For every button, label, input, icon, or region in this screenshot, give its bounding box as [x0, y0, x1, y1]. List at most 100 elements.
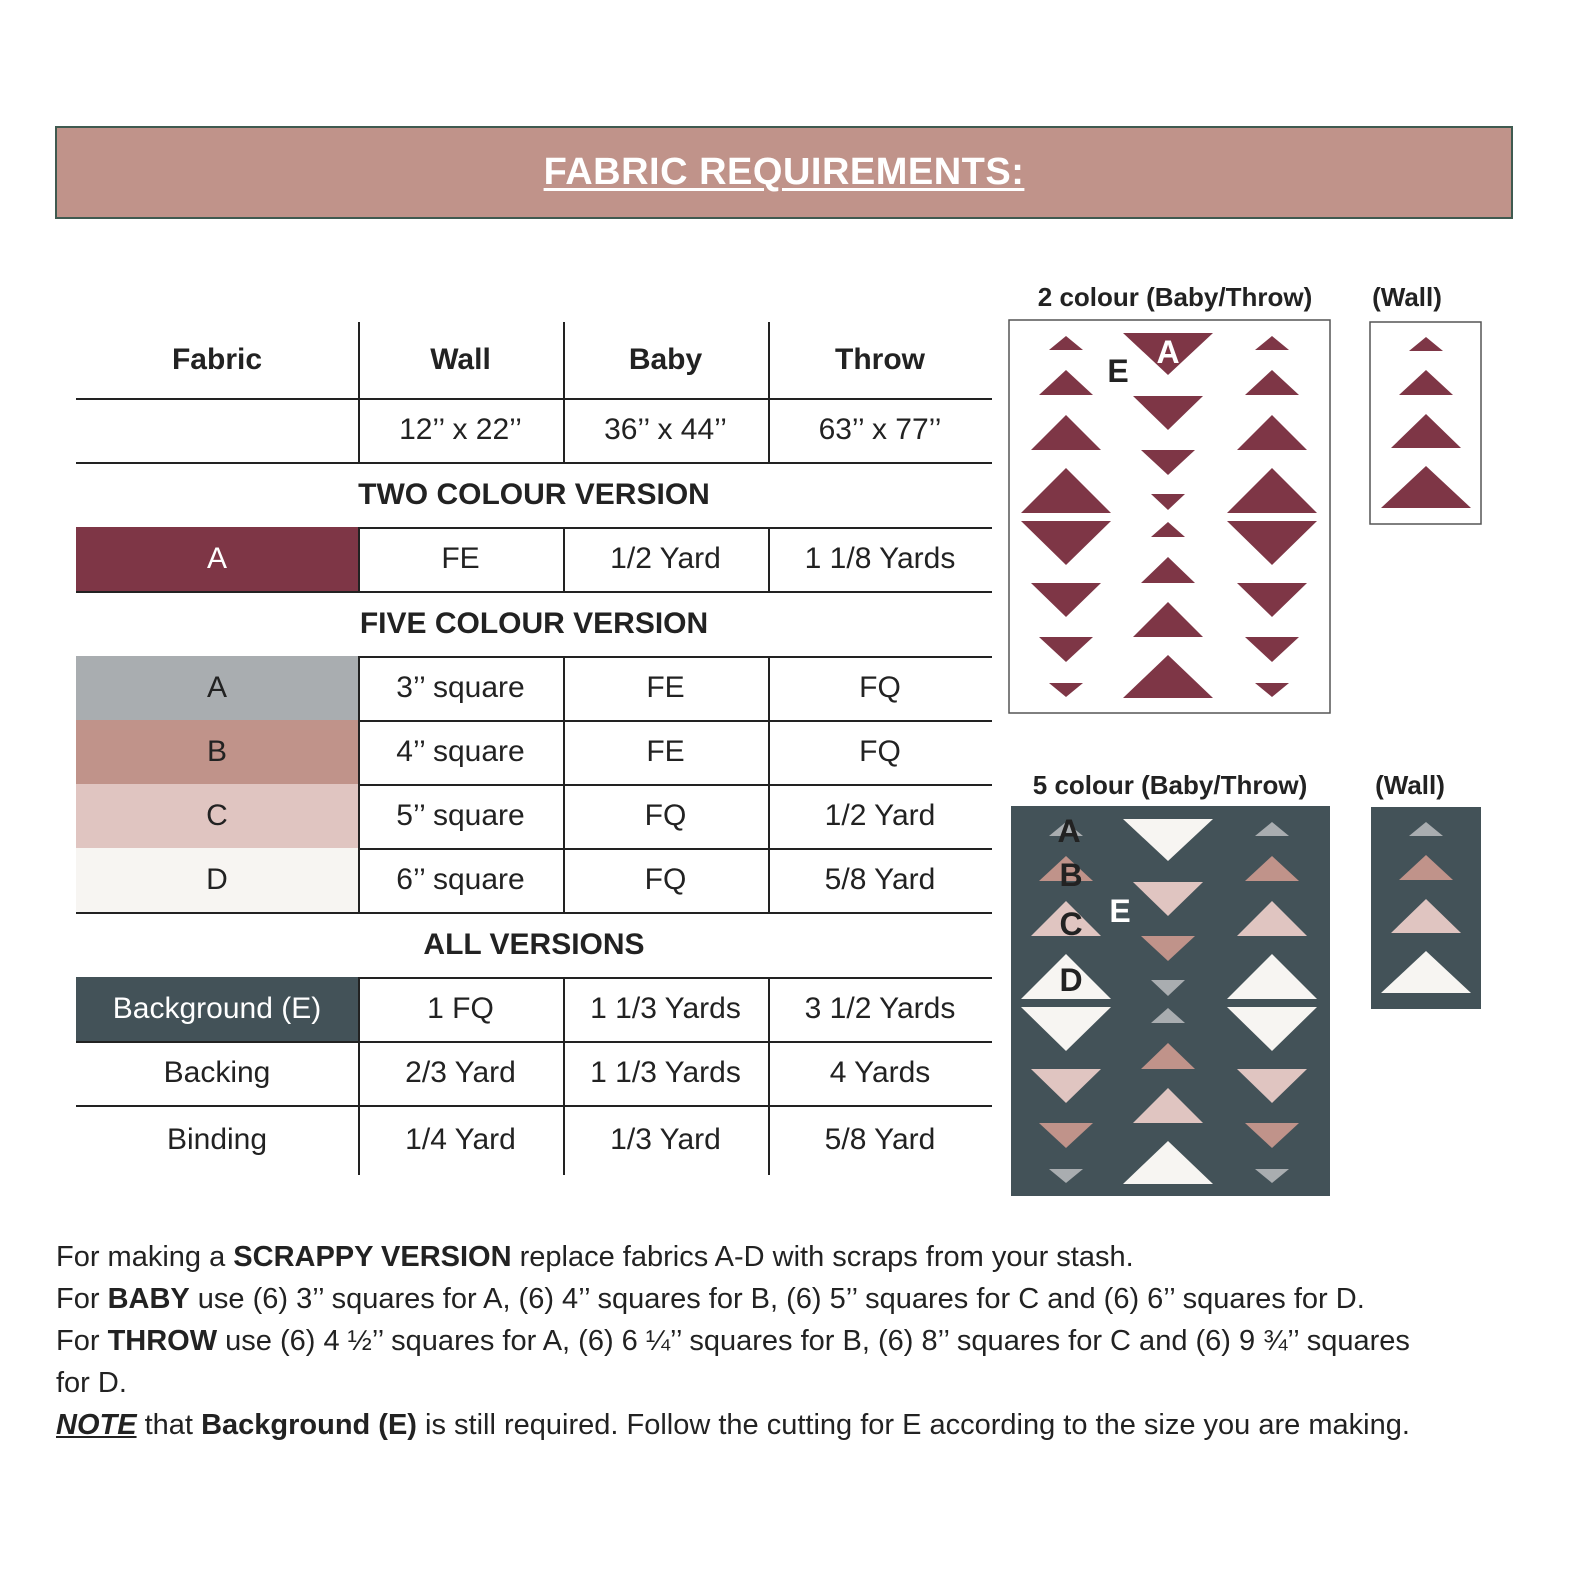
fabric-name: B: [76, 720, 358, 784]
amount-cell: 1/3 Yard: [610, 1123, 721, 1156]
amount-cell: 1/2 Yard: [610, 542, 721, 575]
note-emphasis: BABY: [107, 1283, 190, 1315]
diagram-title: 2 colour (Baby/Throw): [1038, 282, 1312, 312]
row-rule: [76, 591, 992, 593]
triangle: [1123, 1141, 1213, 1184]
amount-cell: 5/8 Yard: [824, 863, 936, 896]
row-rule: [76, 1105, 992, 1107]
diagram-label: E: [1107, 353, 1128, 389]
column-rule: [768, 1041, 770, 1105]
triangle: [1227, 1007, 1317, 1051]
diagram-label: C: [1059, 906, 1082, 942]
amount-cell: FQ: [859, 671, 901, 704]
fabric-name: Backing: [163, 1056, 271, 1089]
amount-cell: 3 1/2 Yards: [804, 992, 956, 1025]
triangle: [1049, 1169, 1083, 1183]
triangle: [1141, 936, 1195, 961]
triangle: [1391, 414, 1461, 448]
triangle: [1255, 683, 1289, 697]
column-rule: [563, 656, 565, 720]
column-rule: [358, 977, 360, 1041]
triangle: [1227, 521, 1317, 565]
fabric-name: Background (E): [76, 977, 358, 1041]
column-rule: [768, 527, 770, 591]
note-text: For making a: [56, 1241, 234, 1273]
amount-cell: 5/8 Yard: [824, 1123, 936, 1156]
row-rule: [76, 848, 992, 850]
column-rule: [563, 848, 565, 912]
diagram-label: A: [1156, 334, 1179, 370]
row-rule: [76, 656, 992, 658]
triangle: [1255, 822, 1289, 836]
amount-cell: FQ: [644, 799, 687, 832]
fabric-name: Binding: [166, 1123, 268, 1156]
diagram-label: E: [1109, 893, 1130, 929]
size-cell: 36’’ x 44’’: [604, 413, 727, 446]
amount-cell: 1 1/8 Yards: [804, 542, 956, 575]
note: For THROW use (6) 4 ½’’ squares for A, (…: [56, 1320, 1416, 1404]
note-emphasis: SCRAPPY VERSION: [233, 1241, 512, 1273]
fabric-name: A: [76, 527, 358, 591]
column-rule: [768, 720, 770, 784]
amount-cell: FE: [646, 735, 685, 768]
triangle: [1399, 855, 1453, 880]
triangle: [1141, 1043, 1195, 1069]
column-rule: [358, 656, 360, 720]
note-text: For: [56, 1283, 108, 1315]
triangle: [1021, 954, 1111, 999]
triangle: [1133, 1088, 1203, 1123]
column-rule: [563, 527, 565, 591]
amount-cell: 4’’ square: [396, 735, 525, 768]
note: For making a SCRAPPY VERSION replace fab…: [56, 1236, 1496, 1278]
amount-cell: FQ: [644, 863, 687, 896]
column-rule: [563, 1105, 565, 1175]
column-header: Fabric: [171, 343, 263, 376]
row-rule: [76, 912, 992, 914]
diagram-title: 5 colour (Baby/Throw): [1033, 770, 1307, 800]
amount-cell: FE: [646, 671, 685, 704]
size-cell: 63’’ x 77’’: [818, 413, 942, 446]
row-rule: [76, 398, 992, 400]
note: NOTE that Background (E) is still requir…: [56, 1404, 1416, 1446]
triangle: [1227, 954, 1317, 999]
amount-cell: 6’’ square: [396, 863, 525, 896]
note-text: For: [56, 1325, 108, 1357]
column-rule: [768, 848, 770, 912]
column-rule: [563, 977, 565, 1041]
page-title: FABRIC REQUIREMENTS:: [543, 151, 1025, 193]
row-rule: [76, 720, 992, 722]
triangle: [1237, 583, 1307, 617]
note-text: use (6) 4 ½’’ squares for A, (6) 6 ¼’’ s…: [56, 1325, 1410, 1399]
triangle: [1399, 370, 1453, 395]
section-title: TWO COLOUR VERSION: [358, 477, 710, 511]
row-rule: [76, 462, 992, 464]
row-rule: [76, 1041, 992, 1043]
row-rule: [76, 977, 992, 979]
triangle: [1133, 602, 1203, 637]
triangle: [1245, 370, 1299, 395]
note-emphasis: Background (E): [201, 1409, 417, 1441]
triangle: [1031, 1069, 1101, 1103]
diagram-label: A: [1057, 813, 1080, 849]
triangle: [1021, 521, 1111, 565]
amount-cell: 1/4 Yard: [405, 1123, 516, 1156]
fabric-name: A: [76, 656, 358, 720]
amount-cell: 2/3 Yard: [405, 1056, 516, 1089]
diagram-title: (Wall): [1375, 770, 1445, 800]
column-rule: [768, 322, 770, 398]
notes: For making a SCRAPPY VERSION replace fab…: [56, 1236, 1496, 1446]
amount-cell: FE: [441, 542, 480, 575]
triangle: [1245, 637, 1299, 662]
triangle: [1039, 856, 1093, 881]
column-rule: [768, 784, 770, 848]
diagram-label: B: [1059, 857, 1082, 893]
note: For BABY use (6) 3’’ squares for A, (6) …: [56, 1278, 1496, 1320]
triangle: [1039, 637, 1093, 662]
row-rule: [76, 527, 992, 529]
column-header: Throw: [835, 343, 925, 376]
triangle: [1123, 655, 1213, 698]
fabric-name: C: [76, 784, 358, 848]
triangle: [1151, 1008, 1185, 1023]
triangle: [1123, 333, 1213, 375]
note-emphasis: NOTE: [56, 1409, 137, 1441]
